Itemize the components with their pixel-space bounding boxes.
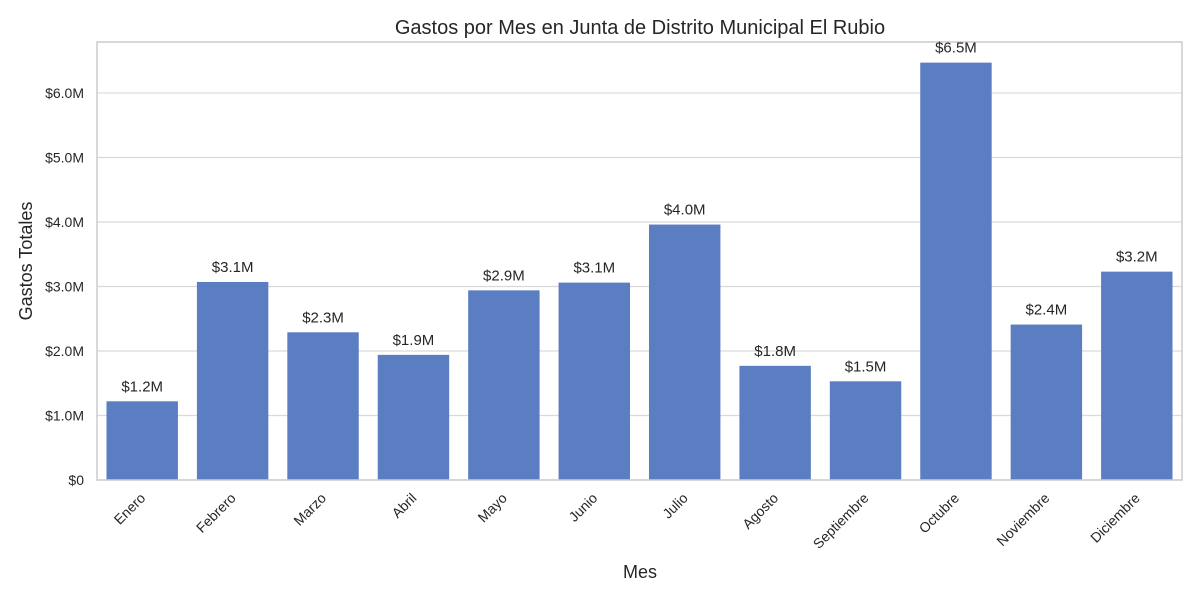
bar-value-label: $1.2M: [121, 378, 163, 395]
y-tick-label: $4.0M: [45, 214, 84, 230]
bar-value-label: $1.5M: [845, 358, 887, 375]
bar-value-label: $2.9M: [483, 267, 525, 284]
bar-value-label: $2.4M: [1026, 302, 1068, 319]
y-tick-label: $0: [68, 472, 84, 488]
bars: [106, 62, 1173, 480]
bar: [829, 381, 902, 480]
bar: [648, 224, 721, 480]
bar: [106, 401, 178, 480]
y-axis-label: Gastos Totales: [16, 202, 36, 321]
bar: [739, 365, 811, 480]
bar: [1101, 271, 1173, 480]
bar: [196, 281, 269, 480]
bar-value-label: $4.0M: [664, 202, 706, 219]
chart-title: Gastos por Mes en Junta de Distrito Muni…: [395, 17, 885, 39]
bar-value-label: $1.9M: [393, 332, 435, 349]
axes-frame: [96, 41, 1183, 481]
x-axis-label: Mes: [623, 562, 657, 582]
y-tick-label: $5.0M: [45, 149, 84, 165]
bar: [468, 290, 540, 480]
plot-frame: [96, 41, 1183, 481]
bar-value-label: $3.1M: [212, 259, 254, 276]
y-tick-label: $6.0M: [45, 85, 84, 101]
bar-value-label: $3.1M: [573, 260, 615, 277]
data-labels: $1.2M $3.1M $2.3M $1.9M $2.9M $3.1M $4.0M $1.8M…: [121, 40, 1157, 396]
bar: [920, 62, 992, 480]
bar: [287, 332, 359, 480]
y-tick-label: $2.0M: [45, 343, 84, 359]
bar-value-label: $1.8M: [754, 343, 796, 360]
bar-value-label: $3.2M: [1116, 249, 1158, 266]
bar: [377, 354, 450, 480]
bar: [558, 282, 631, 480]
bar-value-label: $2.3M: [302, 309, 344, 326]
y-tick-label: $3.0M: [45, 278, 84, 294]
y-tick-label: $1.0M: [45, 407, 84, 423]
bar: [1010, 324, 1083, 480]
y-tick-labels: $0 $1.0M $2.0M $3.0M $4.0M $5.0M $6.0M: [45, 85, 84, 488]
bar-value-label: $6.5M: [935, 40, 977, 57]
